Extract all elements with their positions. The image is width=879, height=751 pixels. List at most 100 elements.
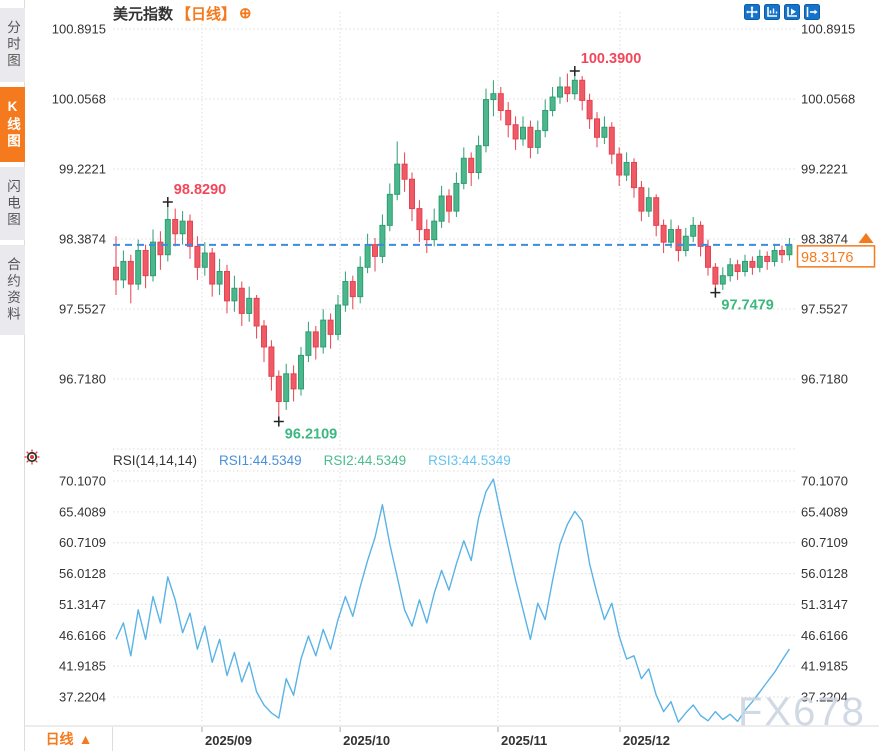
- candle: [431, 220, 438, 241]
- candle: [534, 130, 541, 148]
- candle: [638, 187, 645, 212]
- candle: [475, 145, 482, 174]
- candle: [372, 244, 378, 257]
- rsi-line: [115, 478, 790, 723]
- candle: [660, 224, 667, 243]
- candle: [779, 250, 785, 256]
- axis-label: 51.3147: [801, 597, 848, 612]
- period-selector[interactable]: 日线 ▲: [26, 727, 113, 751]
- candle: [505, 109, 512, 126]
- sidebar-tab-time-share[interactable]: 分时图: [0, 8, 25, 82]
- candle: [194, 245, 201, 268]
- candle: [586, 99, 593, 120]
- candle: [764, 255, 771, 262]
- rsi3-value: RSI3:44.5349: [428, 452, 511, 468]
- candle: [179, 220, 186, 235]
- indicator-settings-icon[interactable]: [23, 448, 41, 471]
- go-to-latest-icon[interactable]: [804, 4, 820, 20]
- candle: [719, 275, 726, 285]
- candle: [268, 346, 275, 377]
- add-indicator-icon[interactable]: ⊕: [239, 4, 252, 22]
- period-tag: 【日线】: [176, 5, 237, 23]
- axis-label: 51.3147: [59, 597, 106, 612]
- axis-label: 98.3874: [59, 232, 106, 247]
- axis-label: 99.2221: [59, 162, 106, 177]
- axis-label: 70.1070: [801, 474, 848, 489]
- candle: [187, 220, 193, 247]
- axis-label: 60.7109: [801, 535, 848, 550]
- candle: [756, 255, 763, 268]
- axis-label: 41.9185: [801, 659, 848, 674]
- candle: [512, 124, 519, 140]
- candle: [727, 264, 734, 277]
- pan-icon[interactable]: [744, 4, 760, 20]
- rsi-indicator-name[interactable]: RSI(14,14,14): [113, 452, 198, 468]
- candle: [113, 266, 119, 281]
- sidebar-tab-kline[interactable]: K线图: [0, 86, 25, 162]
- candle: [150, 241, 156, 277]
- low-annotation: 96.2109: [285, 427, 337, 443]
- axis-label: 98.3874: [801, 232, 848, 247]
- axis-label: 2025/09: [205, 733, 252, 748]
- candle: [238, 287, 245, 314]
- candle: [135, 250, 142, 285]
- candle: [520, 126, 526, 140]
- axis-label: 46.6166: [59, 628, 106, 643]
- candle: [631, 161, 637, 189]
- rsi1-value: RSI1:44.5349: [219, 452, 302, 468]
- axis-label: 60.7109: [59, 535, 106, 550]
- axis-label: 65.4089: [801, 504, 848, 519]
- candle: [127, 260, 134, 285]
- candle: [335, 304, 341, 335]
- candle: [571, 79, 578, 95]
- candle: [305, 331, 312, 356]
- axis-label: 37.2204: [801, 689, 848, 704]
- candle: [283, 373, 290, 402]
- auto-fit-icon[interactable]: [764, 4, 780, 20]
- high-annotation: 98.8290: [174, 182, 226, 198]
- sidebar-tab-lightning[interactable]: 闪电图: [0, 166, 25, 240]
- candle: [357, 266, 364, 298]
- chart-toolbar: [744, 4, 820, 20]
- candle: [734, 264, 741, 272]
- sidebar-tab-contract-info[interactable]: 合约资料: [0, 245, 25, 335]
- candlestick-series: [113, 71, 793, 422]
- extreme-cross-marker: [710, 287, 721, 298]
- candle: [542, 109, 549, 132]
- candle: [142, 250, 149, 277]
- axis-label: 100.0568: [801, 92, 855, 107]
- candle: [416, 208, 423, 231]
- candle: [653, 197, 660, 226]
- candle: [771, 250, 778, 262]
- candle: [742, 260, 748, 272]
- extreme-cross-marker: [162, 196, 173, 207]
- candle: [616, 153, 623, 176]
- playback-icon[interactable]: [784, 4, 800, 20]
- axis-label: 2025/11: [501, 733, 547, 748]
- candle: [409, 178, 415, 210]
- candle: [690, 224, 697, 237]
- axis-label: 100.8915: [52, 22, 106, 37]
- axis-label: 97.5527: [801, 302, 848, 317]
- candle: [364, 244, 371, 268]
- symbol-title: 美元指数: [113, 5, 174, 23]
- price-up-arrow-icon: [858, 233, 874, 243]
- candle: [712, 266, 719, 285]
- candle: [386, 193, 393, 226]
- candle: [579, 79, 586, 101]
- axis-label: 65.4089: [59, 504, 106, 519]
- axis-label: 56.0128: [59, 566, 106, 581]
- candle: [675, 229, 682, 252]
- candle: [490, 93, 497, 101]
- chevron-up-icon: ▲: [78, 731, 93, 747]
- candle: [298, 354, 304, 390]
- candle: [497, 93, 504, 111]
- axis-label: 100.0568: [52, 92, 106, 107]
- candle: [549, 96, 556, 111]
- candle: [312, 331, 319, 348]
- axis-label: 70.1070: [59, 474, 106, 489]
- candle: [224, 270, 230, 302]
- candle: [623, 161, 630, 176]
